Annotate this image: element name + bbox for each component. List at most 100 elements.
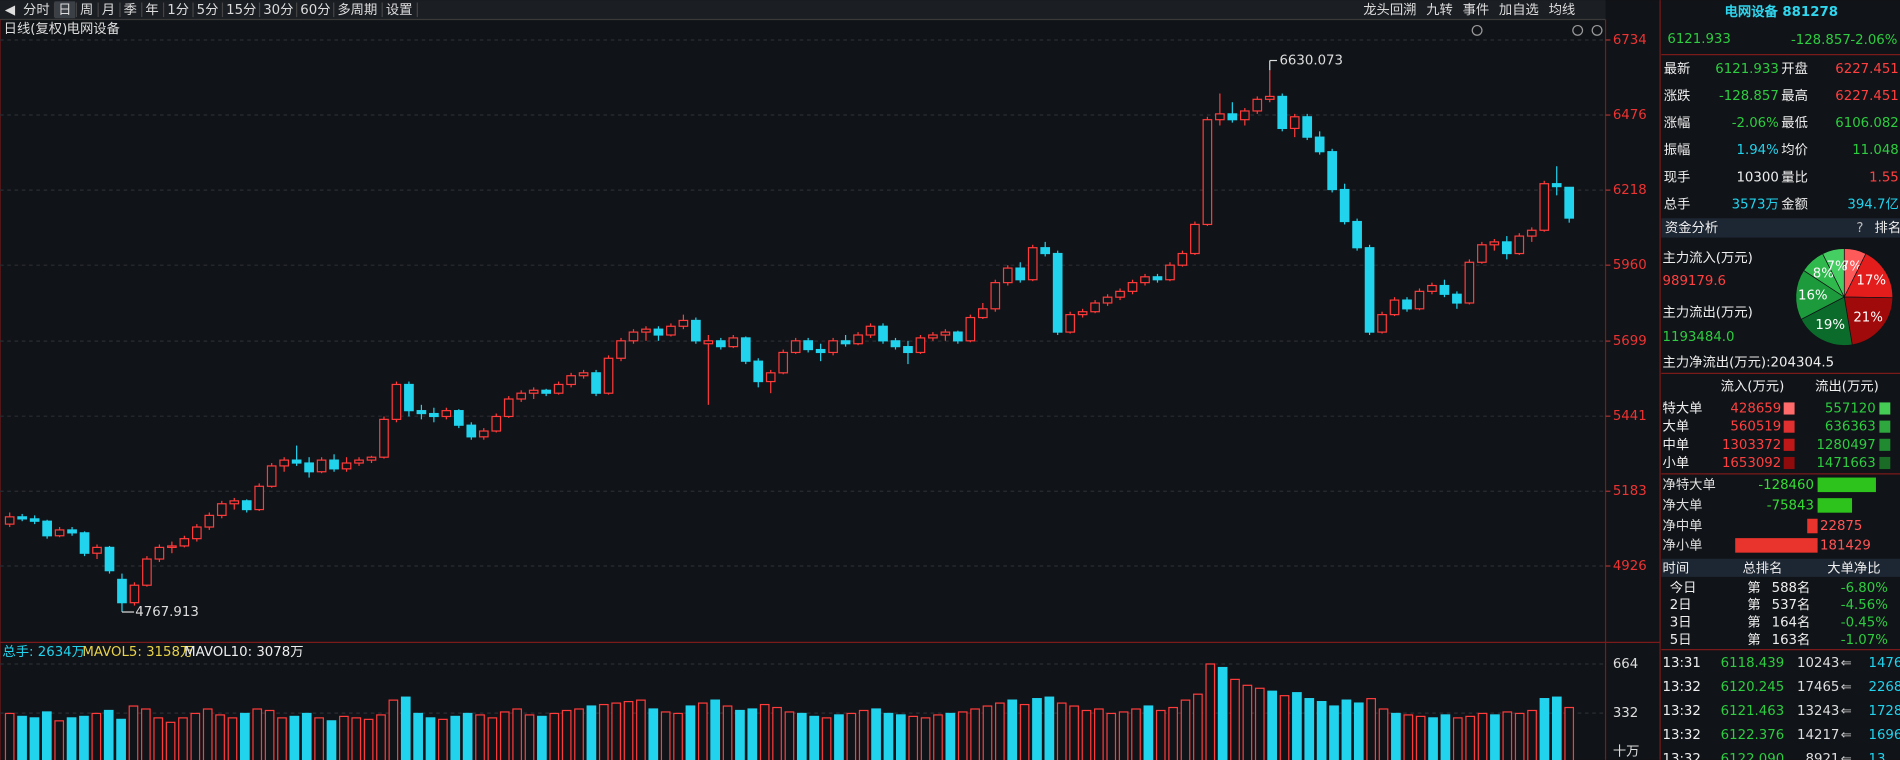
- tool-icon[interactable]: [1591, 24, 1603, 36]
- candle-body: [1015, 267, 1026, 281]
- toolbar-item[interactable]: 事件: [1463, 2, 1490, 18]
- candle-body: [416, 410, 427, 415]
- chart-subtitle: 电网设备: [67, 20, 120, 37]
- flow-swatch: [1879, 402, 1891, 415]
- volume-bar: [165, 721, 176, 760]
- net-value: -75843: [1767, 498, 1814, 513]
- volume-bar: [982, 705, 993, 760]
- rank-ratio: -4.56%: [1841, 598, 1888, 613]
- toolbar-item[interactable]: 九转: [1426, 2, 1453, 18]
- candle-body: [1040, 247, 1051, 255]
- toolbar-item[interactable]: 加自选: [1499, 2, 1539, 18]
- flow-in: 428659: [1730, 401, 1781, 416]
- toolbar-item[interactable]: 分时: [23, 2, 50, 18]
- volume-bar: [66, 717, 77, 760]
- candle-body: [366, 456, 377, 461]
- toolbar-item[interactable]: 季: [124, 2, 137, 18]
- candle-body: [1239, 110, 1250, 121]
- toolbar-item[interactable]: 60分: [300, 2, 330, 18]
- toolbar-item[interactable]: 月: [102, 3, 115, 18]
- candle-body: [953, 331, 963, 342]
- candle-body: [503, 398, 514, 418]
- volume-bar: [351, 717, 362, 760]
- tool-icon[interactable]: [1572, 24, 1584, 36]
- help-icon[interactable]: ?: [1856, 221, 1863, 236]
- toolbar-item[interactable]: 年: [145, 2, 158, 18]
- candle-body: [603, 357, 614, 394]
- y-tick-label: 5960: [1613, 258, 1647, 273]
- volume-legend: MAVOL5: 3158万: [82, 645, 193, 660]
- candle-body: [641, 328, 651, 333]
- candle-body: [441, 410, 452, 418]
- volume-bar: [1477, 712, 1488, 760]
- pie-label: 8%: [1813, 266, 1834, 281]
- toolbar-item[interactable]: 1分: [167, 2, 189, 18]
- volume-bar: [586, 705, 597, 760]
- volume-bar: [103, 709, 114, 760]
- volume-bar: [1007, 699, 1018, 760]
- flow-label: 中单: [1663, 437, 1690, 453]
- toolbar-item[interactable]: 多周期: [337, 1, 377, 18]
- volume-bar: [796, 712, 807, 760]
- volume-bar: [1341, 699, 1352, 760]
- candle-body: [890, 340, 901, 348]
- toolbar-item[interactable]: 15分: [226, 2, 256, 18]
- y-tick-label: 4926: [1613, 559, 1647, 574]
- y-tick-label: 5183: [1613, 484, 1647, 499]
- rank-value: 164名: [1772, 614, 1811, 630]
- volume-bar: [1180, 699, 1191, 760]
- rank-link[interactable]: 排名: [1875, 220, 1900, 236]
- volume-bar: [1329, 705, 1339, 760]
- net-value: 22875: [1820, 519, 1862, 534]
- y-tick-label: 6218: [1613, 183, 1647, 198]
- volume-bar: [1205, 663, 1216, 760]
- quote-label: 现手: [1664, 169, 1691, 185]
- tick-volume: 10243: [1797, 656, 1839, 671]
- volume-bar: [240, 712, 250, 760]
- back-icon[interactable]: ◀: [5, 3, 16, 18]
- rank-header: 总排名: [1742, 560, 1782, 576]
- volume-bar: [153, 717, 164, 760]
- tick-price: 6122.090: [1721, 752, 1785, 760]
- volume-bar: [1551, 696, 1562, 760]
- volume-bar: [289, 715, 300, 760]
- toolbar-item[interactable]: 设置: [386, 2, 413, 18]
- candle-body: [341, 462, 352, 470]
- toolbar-item[interactable]: 5分: [197, 2, 219, 18]
- candle-body: [304, 462, 314, 473]
- candle-body: [1539, 183, 1550, 231]
- rank-header: 大单净比: [1827, 560, 1880, 576]
- volume-bar: [1353, 702, 1364, 760]
- candle-body: [1002, 267, 1013, 284]
- volume-bar: [920, 717, 931, 760]
- toolbar-item[interactable]: 日: [58, 3, 71, 18]
- toolbar-item[interactable]: 周: [80, 3, 93, 18]
- toolbar-item[interactable]: 龙头回溯: [1363, 2, 1416, 18]
- candle-body: [778, 351, 789, 374]
- tick-price: 6120.245: [1721, 680, 1785, 695]
- tick-time: 13:32: [1663, 728, 1701, 743]
- volume-bar: [413, 712, 423, 760]
- volume-bar: [1378, 708, 1389, 760]
- volume-bar: [995, 702, 1005, 760]
- candle-body: [466, 424, 477, 438]
- candle-body: [279, 459, 290, 467]
- outflow-label: 主力流出(万元): [1663, 305, 1753, 321]
- net-label: 净大单: [1663, 497, 1703, 513]
- volume-bar: [215, 714, 225, 760]
- toolbar-item[interactable]: 均线: [1549, 2, 1576, 18]
- tick-count: 1696: [1868, 728, 1900, 743]
- toolbar-item[interactable]: 30分: [263, 2, 293, 18]
- candle-body: [1514, 235, 1525, 255]
- candle-body: [216, 503, 227, 516]
- tick-count: 1476: [1868, 656, 1900, 671]
- volume-bar: [1316, 700, 1327, 760]
- volume-bar: [908, 715, 919, 760]
- rank-value: 163名: [1772, 632, 1811, 648]
- tool-icon[interactable]: [1471, 24, 1483, 36]
- candle-body: [291, 459, 302, 464]
- candle-body: [1027, 247, 1038, 281]
- volume-bar: [933, 714, 943, 760]
- candle-body: [1165, 264, 1175, 281]
- tick-count: 2268: [1868, 680, 1900, 695]
